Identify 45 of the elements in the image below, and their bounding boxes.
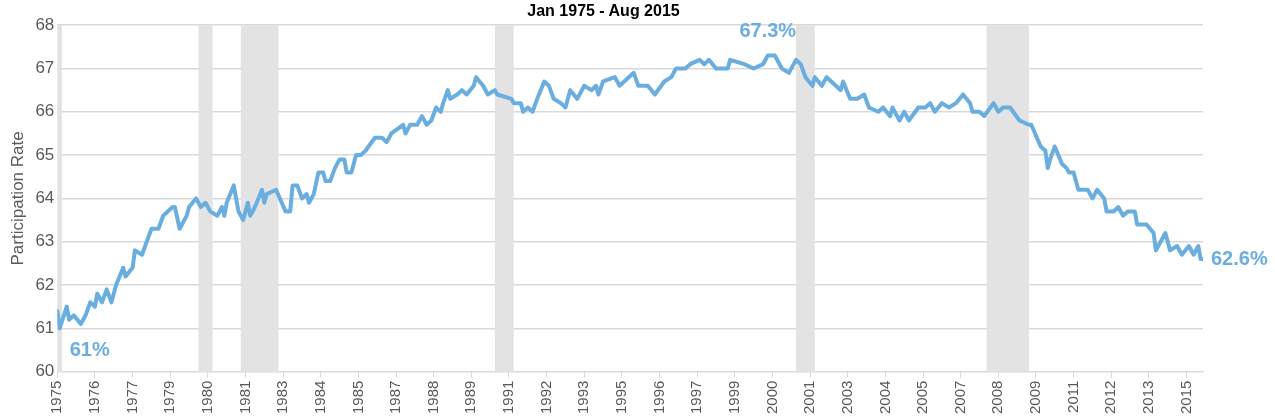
x-tick-label: 1992 <box>536 380 554 415</box>
x-tick-label: 2009 <box>1026 380 1044 415</box>
x-tick-label: 2011 <box>1063 380 1081 413</box>
x-tick-label: 2012 <box>1101 380 1119 415</box>
y-tick-label: 61 <box>35 318 55 338</box>
x-tick-label: 2005 <box>913 380 931 415</box>
x-tick-label: 1985 <box>348 380 366 415</box>
y-tick-label: 65 <box>35 144 55 164</box>
chart-title: Jan 1975 - Aug 2015 <box>527 2 680 20</box>
y-tick-label: 68 <box>35 14 55 34</box>
y-tick-label: 67 <box>35 58 55 78</box>
x-tick-label: 1997 <box>687 380 705 415</box>
x-tick-label: 2015 <box>1176 380 1194 415</box>
x-tick-label: 2000 <box>762 380 780 415</box>
annotation: 61% <box>69 337 110 360</box>
y-tick-label: 66 <box>35 101 55 121</box>
x-tick-label: 1999 <box>724 380 742 415</box>
annotation: 62.6% <box>1211 246 1268 269</box>
y-axis-title: Participation Rate <box>7 131 27 266</box>
x-tick-label: 1980 <box>198 380 216 415</box>
x-tick-label: 1976 <box>85 380 103 415</box>
x-tick-label: 1989 <box>461 380 479 415</box>
x-tick-label: 2001 <box>800 380 818 415</box>
x-tick-label: 1987 <box>386 380 404 415</box>
x-tick-label: 1996 <box>649 380 667 415</box>
x-tick-label: 1981 <box>235 380 253 415</box>
x-tick-label: 1979 <box>160 380 178 415</box>
x-tick-label: 2013 <box>1139 380 1157 415</box>
y-tick-label: 64 <box>35 188 55 208</box>
x-tick-label: 1975 <box>47 380 65 415</box>
x-tick-label: 2004 <box>875 380 893 415</box>
x-tick-label: 2007 <box>950 380 968 415</box>
x-tick-label: 1995 <box>612 380 630 415</box>
y-tick-label: 60 <box>35 361 55 381</box>
y-tick-label: 62 <box>35 274 55 294</box>
x-tick-label: 1984 <box>310 380 328 415</box>
annotation: 67.3% <box>739 19 797 42</box>
x-tick-label: 1991 <box>499 380 517 415</box>
x-tick-label: 1983 <box>273 380 291 415</box>
y-tick-label: 63 <box>35 231 55 251</box>
x-tick-label: 1988 <box>423 380 441 415</box>
x-tick-label: 2003 <box>837 380 855 415</box>
x-tick-label: 1977 <box>122 380 140 415</box>
x-tick-label: 1993 <box>574 380 592 415</box>
x-tick-label: 2008 <box>988 380 1006 415</box>
